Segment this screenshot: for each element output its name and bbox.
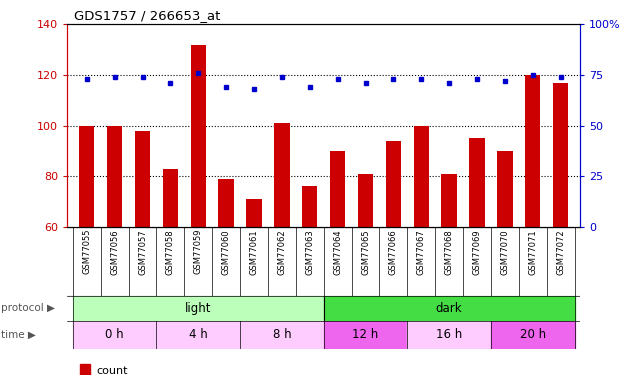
- Bar: [190, 45, 206, 375]
- Text: 20 h: 20 h: [520, 328, 545, 341]
- Text: GSM77061: GSM77061: [249, 229, 258, 274]
- Bar: [135, 131, 150, 375]
- Text: GSM77068: GSM77068: [445, 229, 454, 275]
- Bar: [491, 321, 574, 349]
- Bar: [330, 151, 345, 375]
- Bar: [386, 141, 401, 375]
- Text: GDS1757 / 266653_at: GDS1757 / 266653_at: [74, 9, 220, 22]
- Text: GSM77072: GSM77072: [556, 229, 565, 274]
- Bar: [324, 296, 574, 321]
- Text: GSM77058: GSM77058: [166, 229, 175, 274]
- Bar: [156, 321, 240, 349]
- Bar: [497, 151, 513, 375]
- Text: GSM77067: GSM77067: [417, 229, 426, 275]
- Text: dark: dark: [436, 302, 462, 315]
- Text: 8 h: 8 h: [272, 328, 291, 341]
- Text: 0 h: 0 h: [105, 328, 124, 341]
- Bar: [73, 296, 324, 321]
- Bar: [219, 179, 234, 375]
- Text: protocol ▶: protocol ▶: [1, 303, 55, 313]
- Text: GSM77063: GSM77063: [305, 229, 314, 275]
- Text: GSM77059: GSM77059: [194, 229, 203, 274]
- Bar: [324, 321, 407, 349]
- Bar: [246, 199, 262, 375]
- Text: GSM77055: GSM77055: [82, 229, 91, 274]
- Text: GSM77066: GSM77066: [389, 229, 398, 275]
- Bar: [302, 186, 317, 375]
- Bar: [79, 126, 94, 375]
- Text: GSM77070: GSM77070: [501, 229, 510, 274]
- Text: GSM77057: GSM77057: [138, 229, 147, 274]
- Text: GSM77065: GSM77065: [361, 229, 370, 274]
- Bar: [442, 174, 457, 375]
- Text: GSM77056: GSM77056: [110, 229, 119, 274]
- Bar: [469, 138, 485, 375]
- Text: GSM77069: GSM77069: [472, 229, 481, 274]
- Bar: [240, 321, 324, 349]
- Text: light: light: [185, 302, 212, 315]
- Bar: [107, 126, 122, 375]
- Bar: [525, 75, 540, 375]
- Bar: [407, 321, 491, 349]
- Bar: [163, 169, 178, 375]
- Bar: [274, 123, 290, 375]
- Bar: [413, 126, 429, 375]
- Bar: [73, 321, 156, 349]
- Text: count: count: [97, 366, 128, 375]
- Text: GSM77071: GSM77071: [528, 229, 537, 274]
- Text: 4 h: 4 h: [189, 328, 208, 341]
- Bar: [358, 174, 373, 375]
- Text: GSM77060: GSM77060: [222, 229, 231, 274]
- Text: GSM77062: GSM77062: [278, 229, 287, 274]
- Text: GSM77064: GSM77064: [333, 229, 342, 274]
- Text: 12 h: 12 h: [353, 328, 379, 341]
- Text: time ▶: time ▶: [1, 330, 36, 340]
- Bar: [553, 82, 569, 375]
- Text: 16 h: 16 h: [436, 328, 462, 341]
